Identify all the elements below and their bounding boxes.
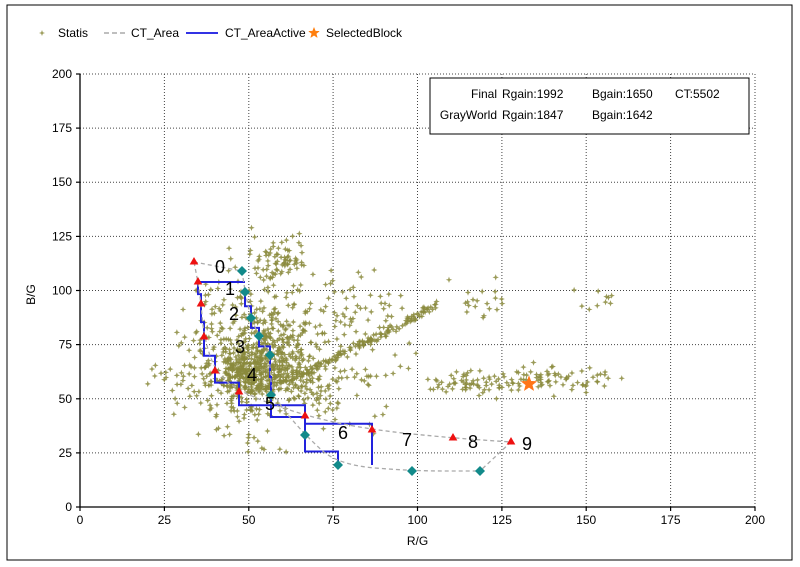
svg-text:6: 6 (338, 423, 348, 443)
svg-text:25: 25 (158, 513, 172, 527)
svg-text:125: 125 (492, 513, 512, 527)
svg-text:100: 100 (52, 284, 72, 298)
svg-text:Bgain:1650: Bgain:1650 (592, 87, 653, 101)
svg-text:CT_AreaActive: CT_AreaActive (225, 26, 306, 40)
svg-text:B/G: B/G (24, 284, 38, 305)
svg-text:Rgain:1992: Rgain:1992 (502, 87, 564, 101)
svg-text:50: 50 (59, 392, 73, 406)
svg-text:Statis: Statis (58, 26, 88, 40)
svg-text:5: 5 (265, 394, 275, 414)
svg-text:175: 175 (661, 513, 681, 527)
svg-text:125: 125 (52, 229, 72, 243)
svg-text:0: 0 (77, 513, 84, 527)
svg-text:150: 150 (576, 513, 596, 527)
svg-text:25: 25 (59, 446, 73, 460)
svg-text:3: 3 (235, 337, 245, 357)
svg-text:CT:5502: CT:5502 (675, 87, 720, 101)
svg-text:1: 1 (225, 279, 235, 299)
svg-text:100: 100 (407, 513, 427, 527)
svg-text:75: 75 (59, 338, 73, 352)
svg-text:SelectedBlock: SelectedBlock (326, 26, 403, 40)
svg-text:9: 9 (522, 434, 532, 454)
svg-text:CT_Area: CT_Area (131, 26, 179, 40)
svg-text:Rgain:1847: Rgain:1847 (502, 108, 564, 122)
svg-text:R/G: R/G (407, 534, 428, 548)
svg-text:Bgain:1642: Bgain:1642 (592, 108, 653, 122)
svg-text:2: 2 (229, 304, 239, 324)
svg-text:200: 200 (52, 67, 72, 81)
svg-text:8: 8 (468, 432, 478, 452)
svg-text:7: 7 (402, 430, 412, 450)
svg-text:0: 0 (215, 257, 225, 277)
svg-text:GrayWorld: GrayWorld (440, 108, 497, 122)
svg-text:175: 175 (52, 121, 72, 135)
svg-text:75: 75 (326, 513, 340, 527)
svg-text:50: 50 (242, 513, 256, 527)
svg-text:200: 200 (745, 513, 765, 527)
svg-text:4: 4 (247, 365, 257, 385)
svg-text:Final: Final (471, 87, 497, 101)
svg-text:0: 0 (65, 500, 72, 514)
svg-text:150: 150 (52, 175, 72, 189)
